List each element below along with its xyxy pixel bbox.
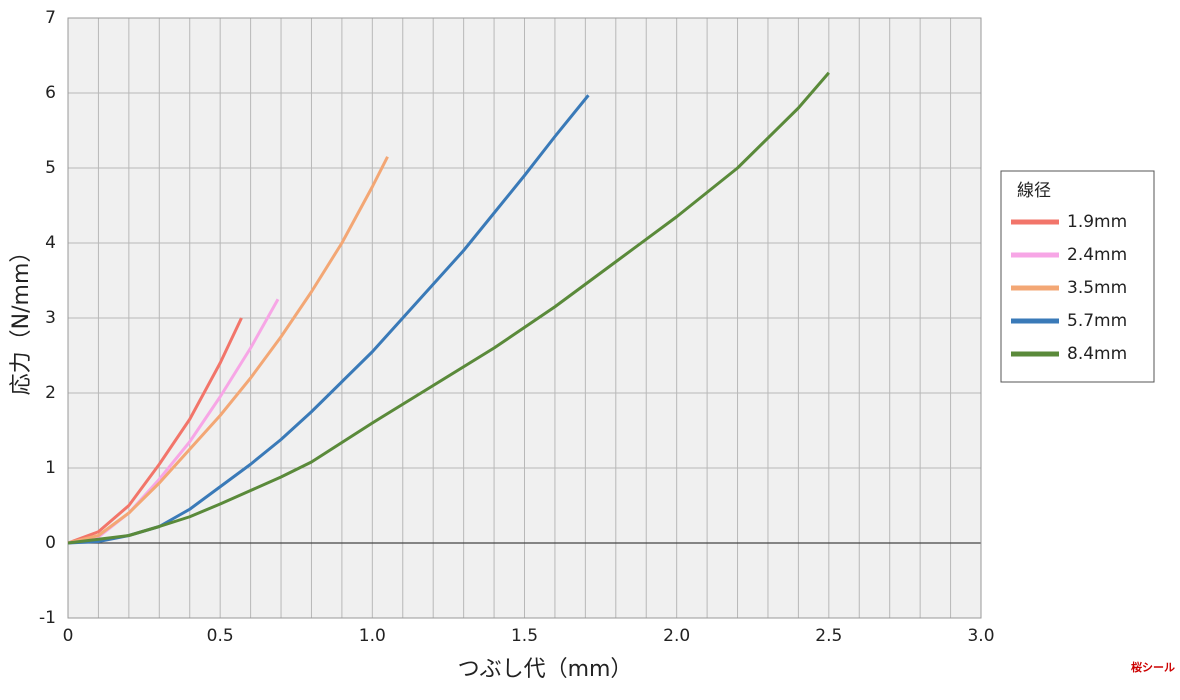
line	[67, 71, 830, 545]
x-tick-label: 2.0	[663, 626, 690, 646]
y-tick-label: 5	[45, 158, 56, 178]
legend: 線径 1.9mm 2.4mm 3.5mm 5.7mm 8.4mm	[1000, 170, 1155, 383]
line	[67, 317, 243, 545]
x-axis-title: つぶし代（mm）	[458, 657, 633, 682]
logo: 桜シール	[1131, 660, 1175, 674]
legend-label: 8.4mm	[1067, 344, 1127, 364]
x-tick-label: 3.0	[967, 626, 994, 646]
y-tick-label: 7	[45, 8, 56, 28]
y-tick-label: 6	[45, 83, 56, 103]
y-tick-label: 3	[45, 308, 56, 328]
y-tick-label: 0	[45, 533, 56, 553]
legend-label: 5.7mm	[1067, 311, 1127, 331]
y-tick-label: 4	[45, 233, 56, 253]
legend-title: 線径	[1017, 181, 1051, 201]
y-tick-label: -1	[39, 608, 56, 628]
x-tick-label: 2.5	[815, 626, 842, 646]
y-tick-label: 1	[45, 458, 56, 478]
x-tick-label: 1.5	[511, 626, 538, 646]
plot-border	[67, 17, 982, 619]
legend-label: 3.5mm	[1067, 278, 1127, 298]
legend-box	[1000, 170, 1155, 383]
y-tick-label: 2	[45, 383, 56, 403]
legend-label: 2.4mm	[1067, 245, 1127, 265]
line	[67, 156, 389, 545]
x-tick-label: 1.0	[359, 626, 386, 646]
legend-label: 1.9mm	[1067, 212, 1127, 232]
x-tick-label: 0	[63, 626, 74, 646]
x-tick-label: 0.5	[207, 626, 234, 646]
y-axis-title: 応力（N/mm）	[9, 241, 34, 396]
